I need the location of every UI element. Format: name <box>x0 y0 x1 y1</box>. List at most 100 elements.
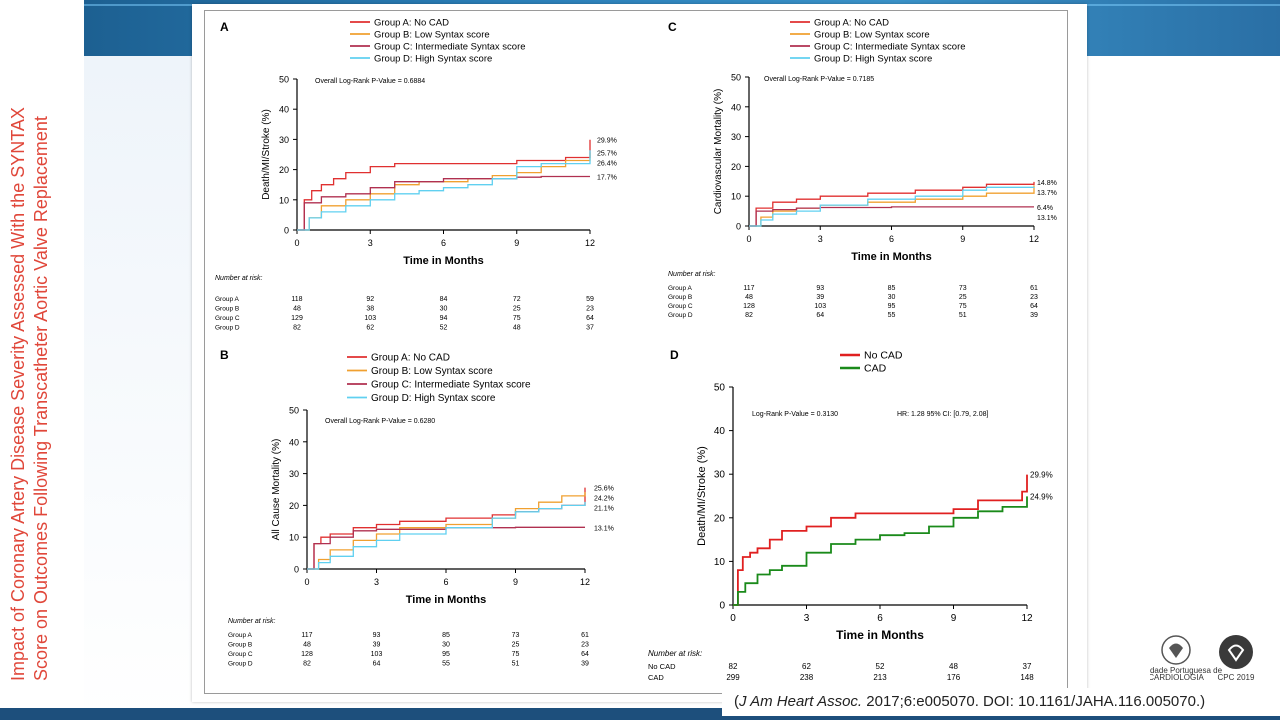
panel-a-risk-row-label: Group A <box>215 296 240 303</box>
heart-icon <box>1161 635 1191 665</box>
panel-d-risk-value: 62 <box>802 662 811 671</box>
panel-c-risk-value: 25 <box>959 294 967 301</box>
panel-a-risk-value: 72 <box>513 296 521 303</box>
panel-b-risk-row-label: Group B <box>228 642 252 649</box>
panel-b-x-axis-label: Time in Months <box>406 594 486 606</box>
panel-a-series-line <box>297 150 591 231</box>
panel-a-risk-value: 38 <box>366 306 374 313</box>
panel-c-y-tick-label: 50 <box>731 73 741 83</box>
panel-b-risk-row-label: Group D <box>228 661 253 668</box>
panel-b-legend-label: Group A: No CAD <box>371 353 450 364</box>
panel-b-risk-value: 103 <box>371 651 383 658</box>
panel-c-stat: Overall Log-Rank P-Value = 0.7185 <box>764 76 874 83</box>
panel-d-risk-title: Number at risk: <box>648 649 702 658</box>
panel-d-y-tick-label: 30 <box>714 470 726 481</box>
panel-b-legend-label: Group B: Low Syntax score <box>371 366 493 377</box>
panel-b-risk-value: 39 <box>373 642 381 649</box>
citation-journal: J Am Heart Assoc. <box>739 693 863 710</box>
panel-a-risk-value: 94 <box>440 315 448 322</box>
panel-c-x-tick-label: 12 <box>1029 234 1039 244</box>
panel-c-risk-value: 23 <box>1030 294 1038 301</box>
panel-a-legend-label: Group D: High Syntax score <box>374 54 492 65</box>
citation: (J Am Heart Assoc. 2017;6:e005070. DOI: … <box>722 688 1280 716</box>
panel-b-risk-value: 23 <box>581 642 589 649</box>
panel-a-risk-value: 48 <box>513 325 521 332</box>
panel-d-risk-value: 213 <box>873 673 887 682</box>
panel-b-risk-value: 30 <box>442 642 450 649</box>
panel-c-y-tick-label: 0 <box>736 222 741 232</box>
cpc-logo: CPC 2019 <box>1218 635 1255 682</box>
panel-a-risk-value: 37 <box>586 325 594 332</box>
panel-c-risk-value: 85 <box>888 285 896 292</box>
panel-d-end-label: 24.9% <box>1030 492 1053 501</box>
panel-a-risk-row-label: Group B <box>215 306 239 313</box>
panel-c-risk-value: 30 <box>888 294 896 301</box>
panel-c-risk-value: 51 <box>959 312 967 319</box>
panel-b-series-line <box>307 501 586 570</box>
panel-a-risk-value: 25 <box>513 306 521 313</box>
panel-a-risk-title: Number at risk: <box>215 275 263 282</box>
panel-d-risk-value: 37 <box>1023 662 1032 671</box>
panel-b-y-tick-label: 10 <box>289 533 299 543</box>
panel-b-end-label: 25.6% <box>594 486 614 493</box>
panel-a-risk-value: 129 <box>291 315 303 322</box>
panel-c-legend-label: Group B: Low Syntax score <box>814 30 930 41</box>
panel-c-risk-value: 39 <box>816 294 824 301</box>
panel-c-risk-value: 64 <box>1030 303 1038 310</box>
panel-d-x-axis-label: Time in Months <box>836 628 924 642</box>
panel-b-y-axis-label: All Cause Mortality (%) <box>271 439 282 541</box>
panel-c-x-tick-label: 6 <box>889 234 894 244</box>
panel-a-y-tick-label: 30 <box>279 135 289 145</box>
panel-c-legend-label: Group A: No CAD <box>814 18 889 29</box>
panel-b-y-tick-label: 0 <box>294 565 299 575</box>
panel-a-risk-row-label: Group C <box>215 315 240 322</box>
panel-c-risk-value: 103 <box>814 303 826 310</box>
panel-d-series-line <box>733 474 1028 606</box>
panel-b-risk-value: 85 <box>442 632 450 639</box>
panel-c-x-axis-label: Time in Months <box>851 251 931 263</box>
panel-a-letter: A <box>220 20 229 34</box>
panel-d-y-tick-label: 40 <box>714 426 726 437</box>
panel-c-series-line <box>749 206 1034 227</box>
panel-d-risk-value: 48 <box>949 662 958 671</box>
panel-d-y-tick-label: 50 <box>714 383 726 394</box>
panel-a-y-axis-label: Death/MI/Stroke (%) <box>261 109 272 200</box>
panel-d-y-axis-label: Death/MI/Stroke (%) <box>696 446 708 546</box>
panel-d-x-tick-label: 6 <box>877 613 883 624</box>
panel-a-end-label: 17.7% <box>597 175 617 182</box>
panel-a-risk-value: 103 <box>364 315 376 322</box>
panel-a-risk-value: 23 <box>586 306 594 313</box>
panel-c-y-tick-label: 40 <box>731 102 741 112</box>
panel-a-series-line <box>297 139 591 231</box>
panel-b-stat: Overall Log-Rank P-Value = 0.6280 <box>325 418 435 425</box>
panel-b-x-tick-label: 12 <box>580 577 590 587</box>
logo1-line1: Sociedade Portuguesa de <box>1150 666 1223 675</box>
panel-d-end-label: 29.9% <box>1030 471 1053 480</box>
panel-a-risk-value: 30 <box>440 306 448 313</box>
panel-c-end-label: 13.7% <box>1037 190 1057 197</box>
panel-b-risk-value: 73 <box>512 632 520 639</box>
panel-b-x-tick-label: 3 <box>374 577 379 587</box>
panel-b-series-line <box>307 526 585 570</box>
logo2-label: CPC 2019 <box>1218 673 1255 682</box>
panel-b-risk-title: Number at risk: <box>228 618 276 625</box>
panel-a-x-tick-label: 0 <box>294 238 299 248</box>
panel-c-risk-row-label: Group B <box>668 294 692 301</box>
panel-d-risk-row-label: No CAD <box>648 662 676 671</box>
panel-a-end-label: 26.4% <box>597 160 617 167</box>
panel-b-risk-value: 95 <box>442 651 450 658</box>
panel-a-legend-label: Group A: No CAD <box>374 18 449 29</box>
panel-d-stat2: HR: 1.28 95% CI: [0.79, 2.08] <box>897 411 988 418</box>
panel-c-series-line <box>749 181 1035 227</box>
panel-b-y-tick-label: 40 <box>289 437 299 447</box>
panel-d-legend-label: No CAD <box>864 350 903 362</box>
panel-c-risk-value: 48 <box>745 294 753 301</box>
panel-b-risk-value: 82 <box>303 661 311 668</box>
cardiology-society-logo: Sociedade Portuguesa de CARDIOLOGIA <box>1150 635 1223 682</box>
panel-a-stat: Overall Log-Rank P-Value = 0.6884 <box>315 78 425 85</box>
panel-b-risk-value: 51 <box>512 661 520 668</box>
panel-c-risk-value: 73 <box>959 285 967 292</box>
citation-open: ( <box>734 693 739 710</box>
panel-a-y-tick-label: 0 <box>284 226 289 236</box>
panel-d-risk-value: 176 <box>947 673 961 682</box>
